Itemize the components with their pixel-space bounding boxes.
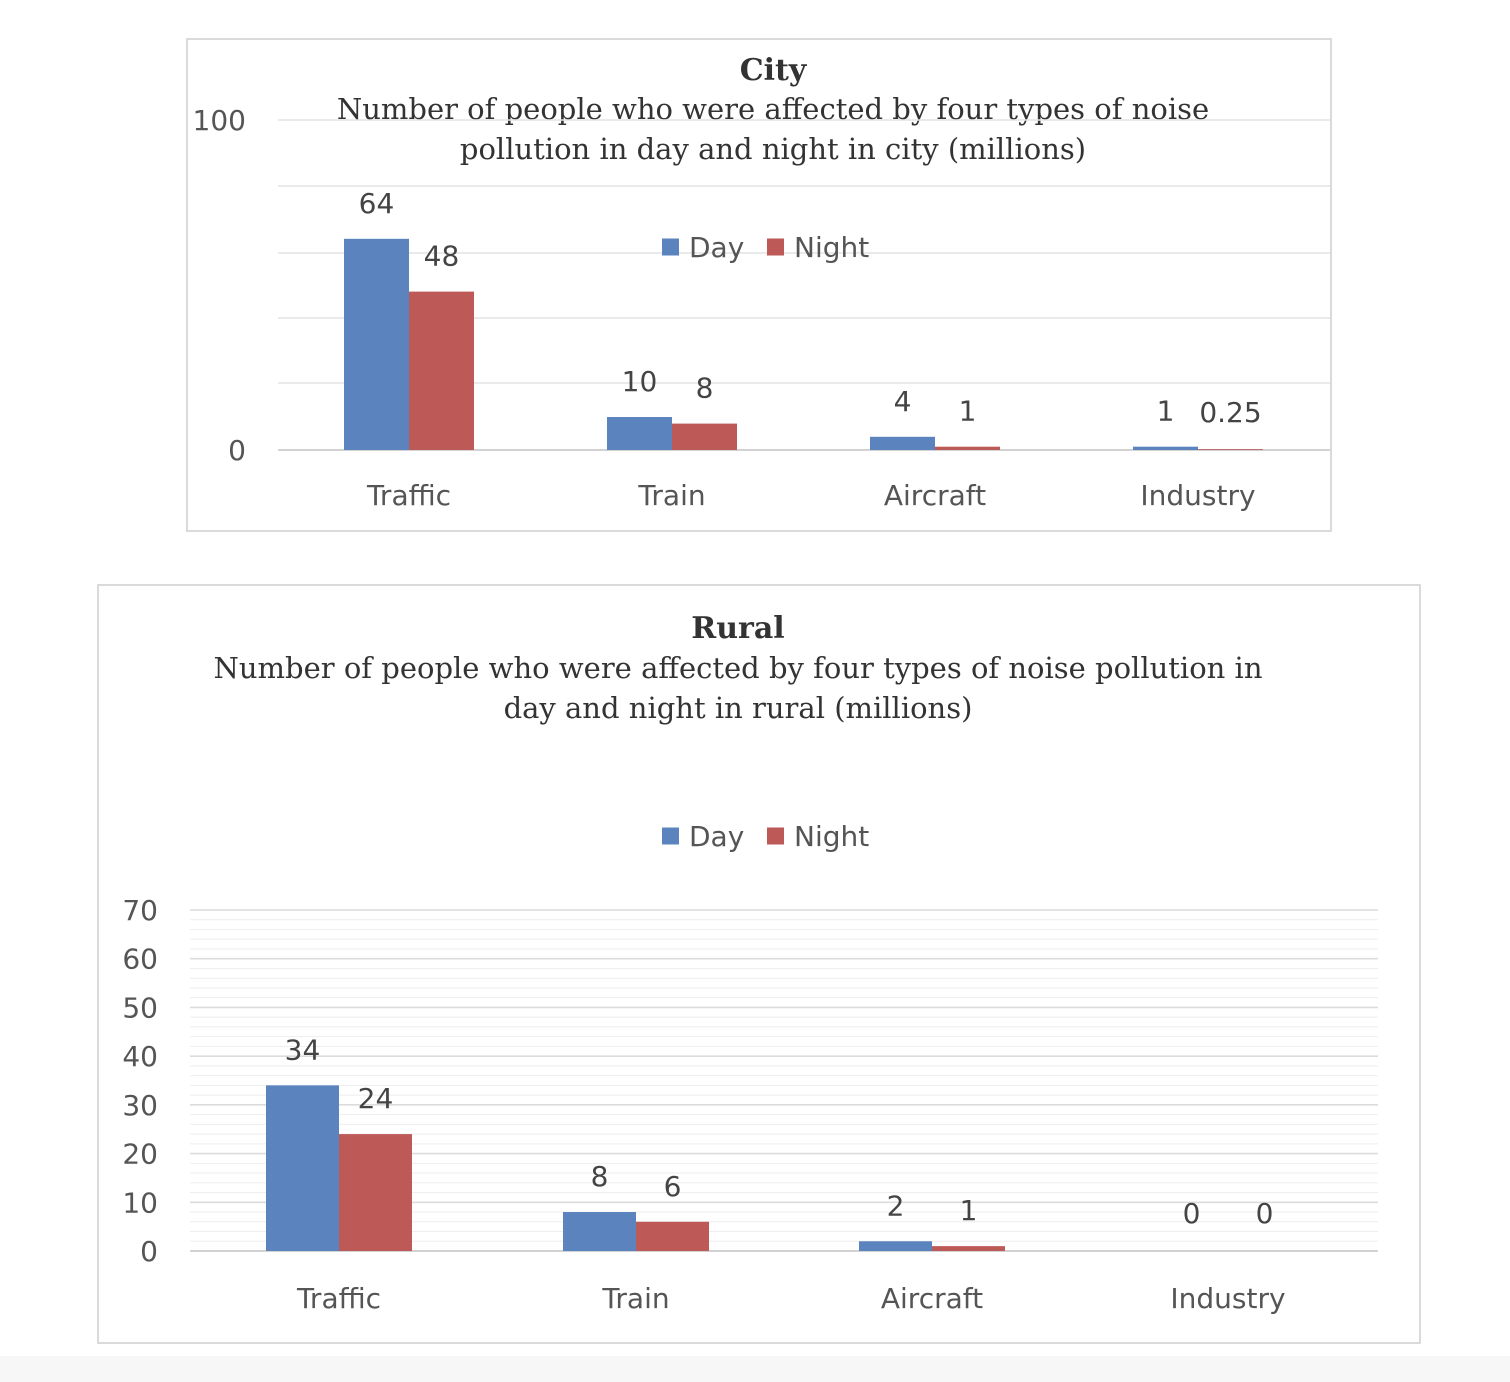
city-data-label-day-train: 10	[622, 365, 658, 398]
city-category-label: Traffic	[366, 479, 451, 512]
city-data-label-night-traffic: 48	[424, 240, 460, 273]
rural-data-label-night-traffic: 24	[358, 1082, 394, 1115]
city-bar-night-industry	[1198, 449, 1263, 450]
rural-y-tick-label: 0	[140, 1235, 158, 1268]
city-y-tick-label: 0	[228, 434, 246, 467]
city-legend-label-night: Night	[794, 231, 869, 264]
rural-legend-label-day: Day	[689, 820, 744, 853]
rural-y-tick-label: 30	[122, 1089, 158, 1122]
city-data-label-night-train: 8	[696, 372, 714, 405]
rural-category-label: Traffic	[296, 1282, 381, 1315]
city-y-tick-label: 100	[193, 104, 246, 137]
city-bar-day-traffic	[344, 238, 409, 450]
city-data-label-day-aircraft: 4	[894, 385, 912, 418]
city-data-label-night-industry: 0.25	[1199, 396, 1261, 429]
rural-y-tick-label: 40	[122, 1040, 158, 1073]
city-legend-swatch-day	[662, 238, 679, 256]
city-bar-day-train	[607, 417, 672, 450]
city-bar-night-traffic	[409, 291, 474, 450]
rural-y-tick-label: 70	[122, 894, 158, 927]
rural-bar-night-aircraft	[932, 1246, 1005, 1251]
city-category-label: Aircraft	[884, 479, 986, 512]
rural-data-label-night-aircraft: 1	[960, 1194, 978, 1227]
rural-data-label-day-train: 8	[591, 1160, 609, 1193]
city-bar-night-aircraft	[935, 446, 1000, 450]
city-chart-subtitle-line-1: Number of people who were affected by fo…	[337, 92, 1209, 126]
rural-legend-label-night: Night	[794, 820, 869, 853]
rural-bar-night-train	[636, 1221, 709, 1251]
rural-bar-night-traffic	[339, 1134, 412, 1251]
rural-data-label-night-industry: 0	[1256, 1197, 1274, 1230]
city-bar-day-industry	[1133, 446, 1198, 450]
city-chart-subtitle-line-2: pollution in day and night in city (mill…	[460, 132, 1086, 166]
rural-chart-subtitle-line-2: day and night in rural (millions)	[504, 691, 973, 725]
rural-chart-title: Rural	[691, 611, 784, 646]
rural-legend-swatch-night	[767, 827, 784, 845]
rural-y-tick-label: 10	[122, 1186, 158, 1219]
city-legend-swatch-night	[767, 238, 784, 256]
rural-data-label-day-industry: 0	[1183, 1197, 1201, 1230]
city-data-label-day-traffic: 64	[359, 187, 395, 220]
rural-chart-subtitle-line-1: Number of people who were affected by fo…	[213, 651, 1262, 685]
rural-data-label-night-train: 6	[664, 1170, 682, 1203]
city-bar-day-aircraft	[870, 436, 935, 450]
city-plot-area: 0 100 64 10 4 1 48 8 1 0.25 Traffic Train Aircraft In…	[193, 104, 1330, 512]
rural-legend-swatch-day	[662, 827, 679, 845]
rural-y-tick-label: 60	[122, 943, 158, 976]
city-legend-label-day: Day	[689, 231, 744, 264]
rural-y-tick-label: 20	[122, 1138, 158, 1171]
city-bar-night-train	[672, 423, 737, 450]
rural-category-label: Aircraft	[881, 1282, 983, 1315]
rural-data-label-day-traffic: 34	[285, 1033, 321, 1066]
city-data-label-night-aircraft: 1	[959, 395, 977, 428]
rural-category-label: Industry	[1170, 1282, 1285, 1315]
rural-category-label: Train	[601, 1282, 669, 1315]
city-data-label-day-industry: 1	[1157, 395, 1175, 428]
rural-data-label-day-aircraft: 2	[887, 1189, 905, 1222]
city-chart-title: City	[740, 53, 808, 88]
rural-bar-day-traffic	[266, 1085, 339, 1251]
rural-bar-day-train	[563, 1212, 636, 1251]
city-category-label: Train	[637, 479, 705, 512]
city-category-label: Industry	[1140, 479, 1255, 512]
rural-bar-day-aircraft	[859, 1241, 932, 1251]
rural-y-tick-label: 50	[122, 991, 158, 1024]
page-footer-shade	[0, 1356, 1510, 1382]
